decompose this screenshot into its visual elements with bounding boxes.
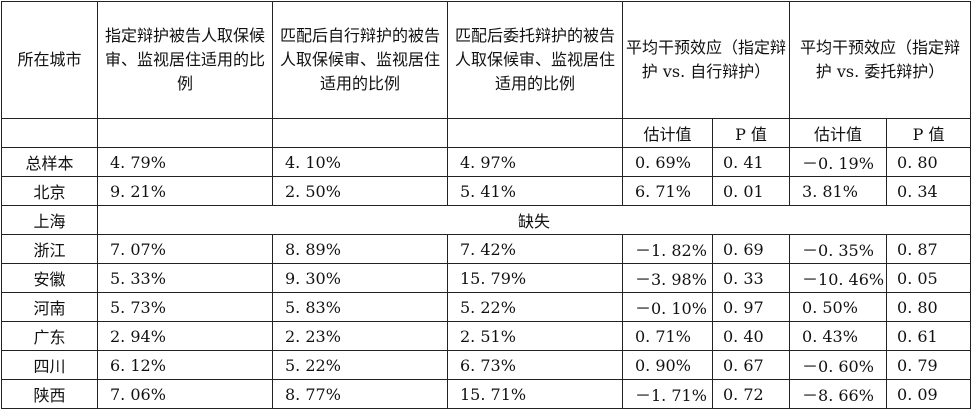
entrusted-ratio-cell: 5. 22% [447, 292, 623, 322]
effect2-pvalue-cell: 0. 87 [886, 234, 971, 264]
appointed-ratio-cell: 7. 06% [97, 379, 273, 409]
effect1-estimate-cell: 0. 71% [622, 321, 713, 351]
effect1-pvalue-cell: 0. 40 [711, 321, 791, 351]
effect1-pvalue-cell: 0. 41 [711, 147, 791, 177]
appointed-ratio-cell: 2. 94% [97, 321, 273, 351]
self-ratio-cell: 8. 89% [272, 234, 448, 264]
appointed-ratio-cell: 9. 21% [97, 176, 273, 206]
effect1-estimate-cell: 0. 69% [622, 147, 713, 177]
header-effect-vs-self: 平均干预效应（指定辩护 vs. 自行辩护） [621, 1, 791, 119]
header-estimate-1: 估计值 [622, 118, 713, 148]
effect1-estimate-cell: －3. 98% [622, 263, 713, 293]
appointed-ratio-cell: 6. 12% [97, 350, 273, 380]
city-cell: 陕西 [1, 379, 98, 409]
appointed-ratio-cell: 5. 33% [97, 263, 273, 293]
self-ratio-cell: 4. 10% [272, 147, 448, 177]
self-ratio-cell: 5. 83% [272, 292, 448, 322]
city-cell: 河南 [1, 292, 98, 322]
effect1-pvalue-cell: 0. 72 [711, 379, 791, 409]
effect2-estimate-cell: 0. 43% [789, 321, 888, 351]
entrusted-ratio-cell: 5. 41% [447, 176, 623, 206]
header-sub-empty [447, 118, 623, 148]
city-cell: 浙江 [1, 234, 98, 264]
city-cell: 广东 [1, 321, 98, 351]
entrusted-ratio-cell: 6. 73% [447, 350, 623, 380]
effect2-pvalue-cell: 0. 80 [886, 292, 971, 322]
table-row: 广东 2. 94% 2. 23% 2. 51% 0. 71% 0. 40 0. … [1, 321, 971, 351]
effect1-estimate-cell: 6. 71% [622, 176, 713, 206]
effect2-pvalue-cell: 0. 09 [886, 379, 971, 409]
table-row: 陕西 7. 06% 8. 77% 15. 71% －1. 71% 0. 72 －… [1, 379, 971, 409]
effect1-pvalue-cell: 0. 97 [711, 292, 791, 322]
entrusted-ratio-cell: 4. 97% [447, 147, 623, 177]
header-pvalue-1: P 值 [711, 118, 791, 148]
effect2-pvalue-cell: 0. 79 [886, 350, 971, 380]
effect1-pvalue-cell: 0. 33 [711, 263, 791, 293]
entrusted-ratio-cell: 2. 51% [447, 321, 623, 351]
header-appointed-defense-ratio: 指定辩护被告人取保候审、监视居住适用的比例 [97, 1, 273, 119]
missing-data-cell: 缺失 [96, 205, 971, 235]
header-row-main: 所在城市 指定辩护被告人取保候审、监视居住适用的比例 匹配后自行辩护的被告人取保… [1, 1, 971, 119]
header-pvalue-2: P 值 [886, 118, 971, 148]
self-ratio-cell: 2. 23% [272, 321, 448, 351]
effect2-pvalue-cell: 0. 05 [886, 263, 971, 293]
appointed-ratio-cell: 4. 79% [97, 147, 273, 177]
effect2-estimate-cell: －0. 35% [789, 234, 888, 264]
effect2-estimate-cell: －0. 60% [789, 350, 888, 380]
effect1-pvalue-cell: 0. 67 [711, 350, 791, 380]
table-row-missing: 上海 缺失 [1, 205, 971, 235]
city-cell: 总样本 [1, 147, 98, 177]
table-row: 浙江 7. 07% 8. 89% 7. 42% －1. 82% 0. 69 －0… [1, 234, 971, 264]
header-self-defense-ratio: 匹配后自行辩护的被告人取保候审、监视居住适用的比例 [272, 1, 448, 119]
self-ratio-cell: 8. 77% [272, 379, 448, 409]
effect1-estimate-cell: －0. 10% [622, 292, 713, 322]
self-ratio-cell: 2. 50% [272, 176, 448, 206]
entrusted-ratio-cell: 7. 42% [447, 234, 623, 264]
effect2-pvalue-cell: 0. 61 [886, 321, 971, 351]
city-cell: 北京 [1, 176, 98, 206]
effect2-estimate-cell: －0. 19% [789, 147, 888, 177]
header-city: 所在城市 [1, 1, 98, 119]
table-row: 河南 5. 73% 5. 83% 5. 22% －0. 10% 0. 97 0.… [1, 292, 971, 322]
header-effect-vs-entrusted: 平均干预效应（指定辩护 vs. 委托辩护） [789, 1, 971, 119]
appointed-ratio-cell: 5. 73% [97, 292, 273, 322]
table-row: 四川 6. 12% 5. 22% 6. 73% 0. 90% 0. 67 －0.… [1, 350, 971, 380]
effect1-estimate-cell: －1. 82% [622, 234, 713, 264]
city-cell: 上海 [1, 205, 98, 235]
header-sub-empty [97, 118, 273, 148]
effect1-pvalue-cell: 0. 01 [711, 176, 791, 206]
table-row: 安徽 5. 33% 9. 30% 15. 79% －3. 98% 0. 33 －… [1, 263, 971, 293]
effect2-estimate-cell: 0. 50% [789, 292, 888, 322]
city-cell: 安徽 [1, 263, 98, 293]
entrusted-ratio-cell: 15. 71% [447, 379, 623, 409]
header-entrusted-defense-ratio: 匹配后委托辩护的被告人取保候审、监视居住适用的比例 [447, 1, 623, 119]
effect1-estimate-cell: －1. 71% [622, 379, 713, 409]
table-row: 北京 9. 21% 2. 50% 5. 41% 6. 71% 0. 01 3. … [1, 176, 971, 206]
city-cell: 四川 [1, 350, 98, 380]
appointed-ratio-cell: 7. 07% [97, 234, 273, 264]
header-estimate-2: 估计值 [789, 118, 888, 148]
effect1-estimate-cell: 0. 90% [622, 350, 713, 380]
self-ratio-cell: 9. 30% [272, 263, 448, 293]
effect2-pvalue-cell: 0. 34 [886, 176, 971, 206]
header-sub-empty [1, 118, 98, 148]
header-sub-empty [272, 118, 448, 148]
effect2-estimate-cell: －10. 46% [789, 263, 888, 293]
effect2-estimate-cell: 3. 81% [789, 176, 888, 206]
effect1-pvalue-cell: 0. 69 [711, 234, 791, 264]
effect2-pvalue-cell: 0. 80 [886, 147, 971, 177]
header-row-sub: 估计值 P 值 估计值 P 值 [1, 118, 971, 148]
entrusted-ratio-cell: 15. 79% [447, 263, 623, 293]
self-ratio-cell: 5. 22% [272, 350, 448, 380]
table-row: 总样本 4. 79% 4. 10% 4. 97% 0. 69% 0. 41 －0… [1, 147, 971, 177]
effect2-estimate-cell: －8. 66% [789, 379, 888, 409]
